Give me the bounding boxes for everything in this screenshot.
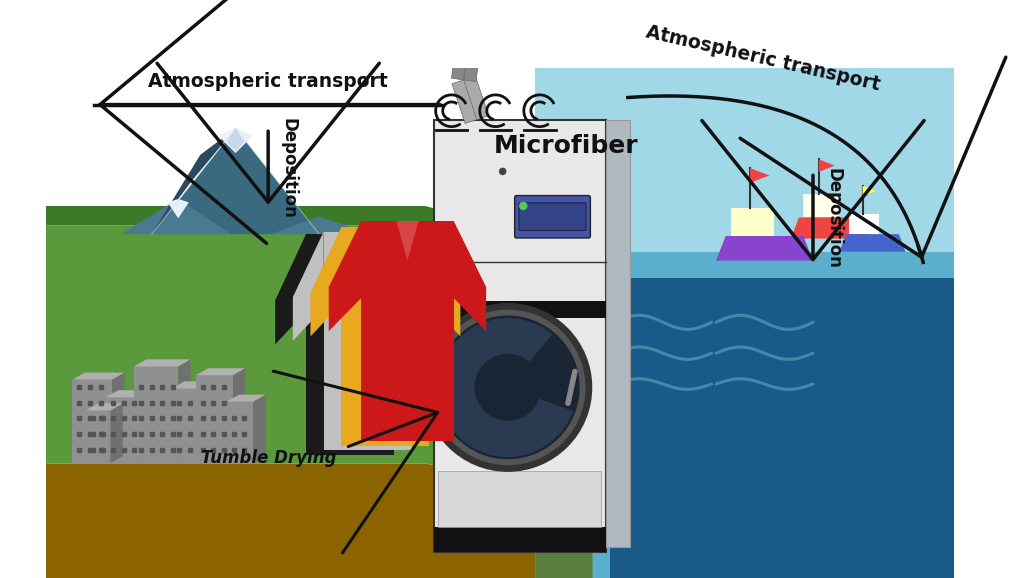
Polygon shape [536,199,592,578]
Polygon shape [271,217,372,234]
Text: Tumble Drying: Tumble Drying [201,449,337,467]
Polygon shape [196,368,245,375]
Polygon shape [253,395,266,464]
Polygon shape [203,381,215,464]
Polygon shape [357,232,378,271]
Circle shape [437,316,579,458]
Polygon shape [134,366,178,464]
Polygon shape [323,232,412,450]
Polygon shape [439,318,573,457]
Polygon shape [610,278,954,578]
Polygon shape [716,236,813,261]
Polygon shape [329,221,362,331]
Polygon shape [85,403,123,410]
Polygon shape [85,410,110,464]
Polygon shape [72,373,125,380]
Polygon shape [536,68,954,252]
Polygon shape [218,128,253,153]
Polygon shape [106,390,151,397]
Polygon shape [340,234,360,274]
Polygon shape [514,399,573,456]
FancyBboxPatch shape [434,120,606,551]
Polygon shape [46,225,536,486]
FancyBboxPatch shape [434,527,606,551]
Polygon shape [106,397,139,464]
Polygon shape [412,232,443,341]
FancyBboxPatch shape [519,203,586,231]
Polygon shape [430,227,460,336]
Polygon shape [151,128,319,234]
Polygon shape [536,252,954,578]
Polygon shape [72,380,112,464]
Polygon shape [310,227,341,336]
Polygon shape [46,464,536,578]
Polygon shape [341,227,430,446]
FancyBboxPatch shape [606,120,630,547]
Text: Deposition: Deposition [824,168,843,269]
Text: Microfiber: Microfiber [493,134,639,158]
Text: Atmospheric transport: Atmospheric transport [148,72,388,91]
Polygon shape [134,360,191,366]
Polygon shape [839,234,905,252]
Polygon shape [227,128,244,151]
Polygon shape [233,368,245,464]
Polygon shape [850,214,880,234]
Polygon shape [139,390,151,464]
Polygon shape [227,395,266,402]
Polygon shape [819,159,834,172]
Text: Atmospheric transport: Atmospheric transport [644,23,882,95]
Polygon shape [178,360,191,464]
Polygon shape [362,221,454,442]
Polygon shape [454,221,486,331]
Polygon shape [451,34,482,81]
Polygon shape [168,199,188,218]
Polygon shape [306,234,394,454]
Text: Deposition: Deposition [279,117,298,218]
Polygon shape [394,234,425,344]
Polygon shape [227,402,253,464]
Polygon shape [802,194,838,217]
Circle shape [500,168,506,175]
Polygon shape [862,186,876,197]
Polygon shape [791,217,870,239]
FancyBboxPatch shape [515,195,590,238]
Polygon shape [443,399,520,457]
Circle shape [520,202,526,209]
Polygon shape [397,221,418,261]
Polygon shape [375,227,396,266]
Polygon shape [730,208,775,236]
Polygon shape [275,234,306,344]
Polygon shape [750,168,769,183]
Circle shape [431,310,585,465]
Polygon shape [46,206,536,252]
FancyBboxPatch shape [439,470,602,527]
Circle shape [424,303,591,471]
Polygon shape [172,388,203,464]
Polygon shape [112,373,125,464]
Polygon shape [196,375,233,464]
Polygon shape [121,199,231,234]
FancyBboxPatch shape [434,301,606,318]
Polygon shape [151,128,236,234]
Polygon shape [172,381,215,388]
Polygon shape [446,0,482,39]
Polygon shape [110,403,123,464]
Polygon shape [293,232,323,341]
Polygon shape [452,76,488,124]
